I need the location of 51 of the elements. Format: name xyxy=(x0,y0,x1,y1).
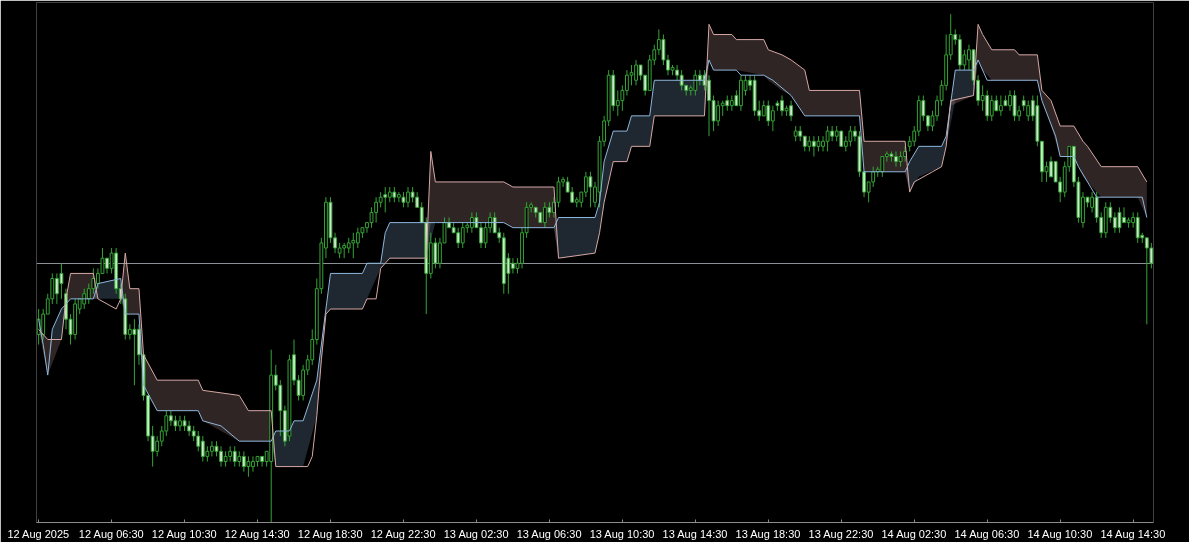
candlestick xyxy=(246,455,251,478)
candlestick xyxy=(830,125,835,142)
candlestick xyxy=(59,262,64,300)
x-tick-label: 13 Aug 10:30 xyxy=(589,527,655,540)
candlestick xyxy=(132,318,137,386)
candlestick xyxy=(1144,237,1149,325)
candlestick xyxy=(492,211,497,234)
candlestick xyxy=(766,100,771,127)
x-tick-label: 14 Aug 02:30 xyxy=(881,527,947,540)
candlestick xyxy=(232,445,237,468)
candlestick xyxy=(456,227,461,249)
candlestick xyxy=(460,222,465,249)
candlestick xyxy=(1012,89,1017,122)
candlestick xyxy=(383,186,388,213)
x-tick-label: 13 Aug 18:30 xyxy=(735,527,801,540)
x-tick-label: 12 Aug 2025 xyxy=(7,527,70,540)
x-tick-label: 13 Aug 22:30 xyxy=(808,527,874,540)
x-tick-label: 13 Aug 14:30 xyxy=(662,527,728,540)
x-tick-label: 12 Aug 14:30 xyxy=(224,527,290,540)
candlestick xyxy=(985,89,990,122)
x-tick-label: 12 Aug 22:30 xyxy=(370,527,436,540)
candlestick xyxy=(200,435,205,462)
candlestick xyxy=(1135,211,1140,244)
candlestick xyxy=(716,100,721,127)
x-tick-label: 14 Aug 14:30 xyxy=(1100,527,1166,540)
candlestick xyxy=(679,69,684,91)
candlestick xyxy=(54,272,59,305)
x-tick-label: 12 Aug 06:30 xyxy=(78,527,144,540)
candlestick xyxy=(848,125,853,147)
candlestick xyxy=(588,171,593,208)
x-tick-label: 12 Aug 10:30 xyxy=(151,527,217,540)
x-tick-label: 12 Aug 18:30 xyxy=(297,527,363,540)
candlestick xyxy=(770,105,775,132)
x-tick-label: 14 Aug 10:30 xyxy=(1027,527,1093,540)
candlestick xyxy=(1117,206,1122,234)
x-tick-label: 13 Aug 02:30 xyxy=(443,527,509,540)
candlestick xyxy=(880,156,885,178)
candlestick xyxy=(355,227,360,249)
candlestick xyxy=(1026,100,1031,122)
candlestick xyxy=(693,69,698,97)
candlestick xyxy=(82,288,87,310)
candlestick xyxy=(241,450,246,473)
candlestick xyxy=(469,211,474,234)
candlestick xyxy=(542,201,547,229)
candlestick xyxy=(556,176,561,208)
x-tick-label: 14 Aug 06:30 xyxy=(954,527,1020,540)
candlestick xyxy=(825,125,830,152)
candlestick xyxy=(989,95,994,122)
x-tick-label: 13 Aug 06:30 xyxy=(516,527,582,540)
candlestick xyxy=(91,267,96,295)
candlestick xyxy=(351,232,356,259)
